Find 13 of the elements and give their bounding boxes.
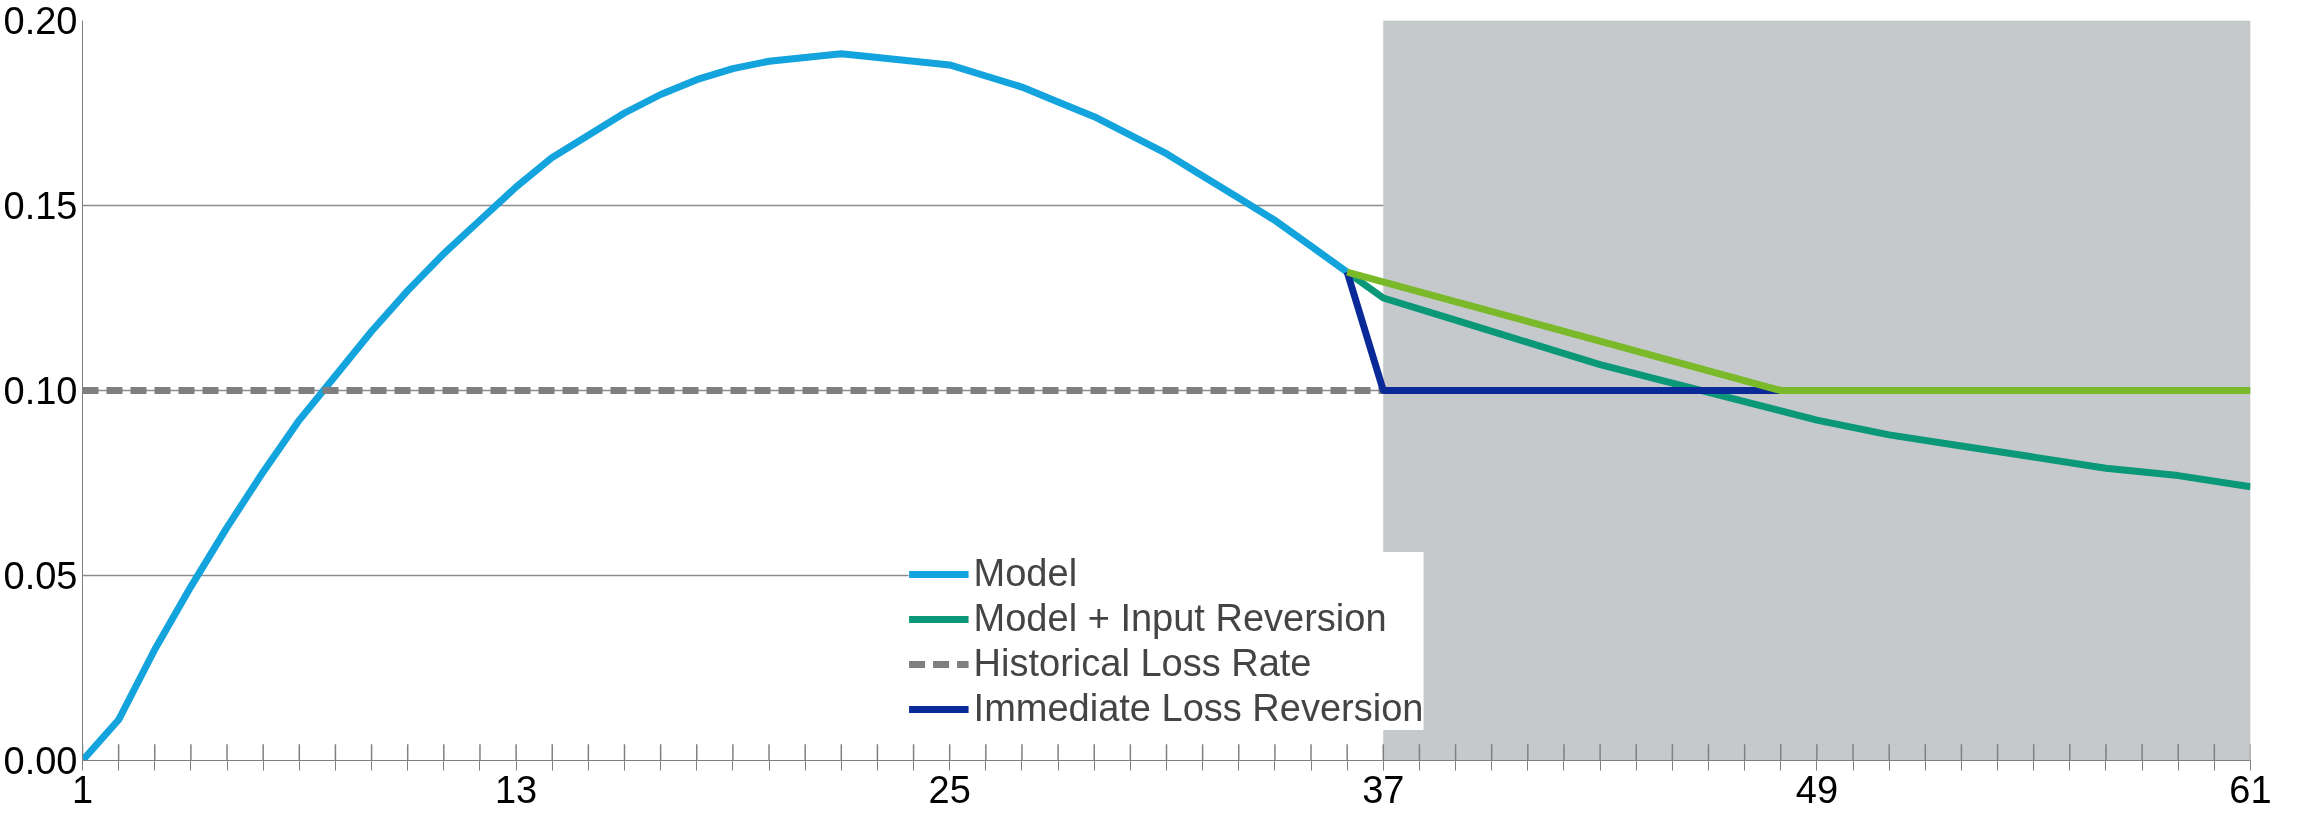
y-tick-label: 0.20 — [3, 0, 78, 42]
x-tick-label: 49 — [1795, 768, 1839, 811]
y-tick-label: 0.15 — [3, 185, 78, 227]
legend-label: Historical Loss Rate — [973, 642, 1312, 685]
y-tick-label: 0.05 — [3, 555, 78, 597]
y-tick-label: 0.10 — [3, 370, 78, 412]
legend-label: Immediate Loss Reversion — [973, 687, 1424, 730]
x-tick-label: 25 — [928, 768, 971, 811]
legend-label: Model + Input Reversion — [973, 597, 1387, 640]
legend-label: Model — [973, 552, 1078, 595]
x-tick-label: 37 — [1362, 768, 1405, 811]
x-tick-label: 13 — [494, 768, 538, 811]
x-tick-label: 61 — [2229, 768, 2272, 811]
